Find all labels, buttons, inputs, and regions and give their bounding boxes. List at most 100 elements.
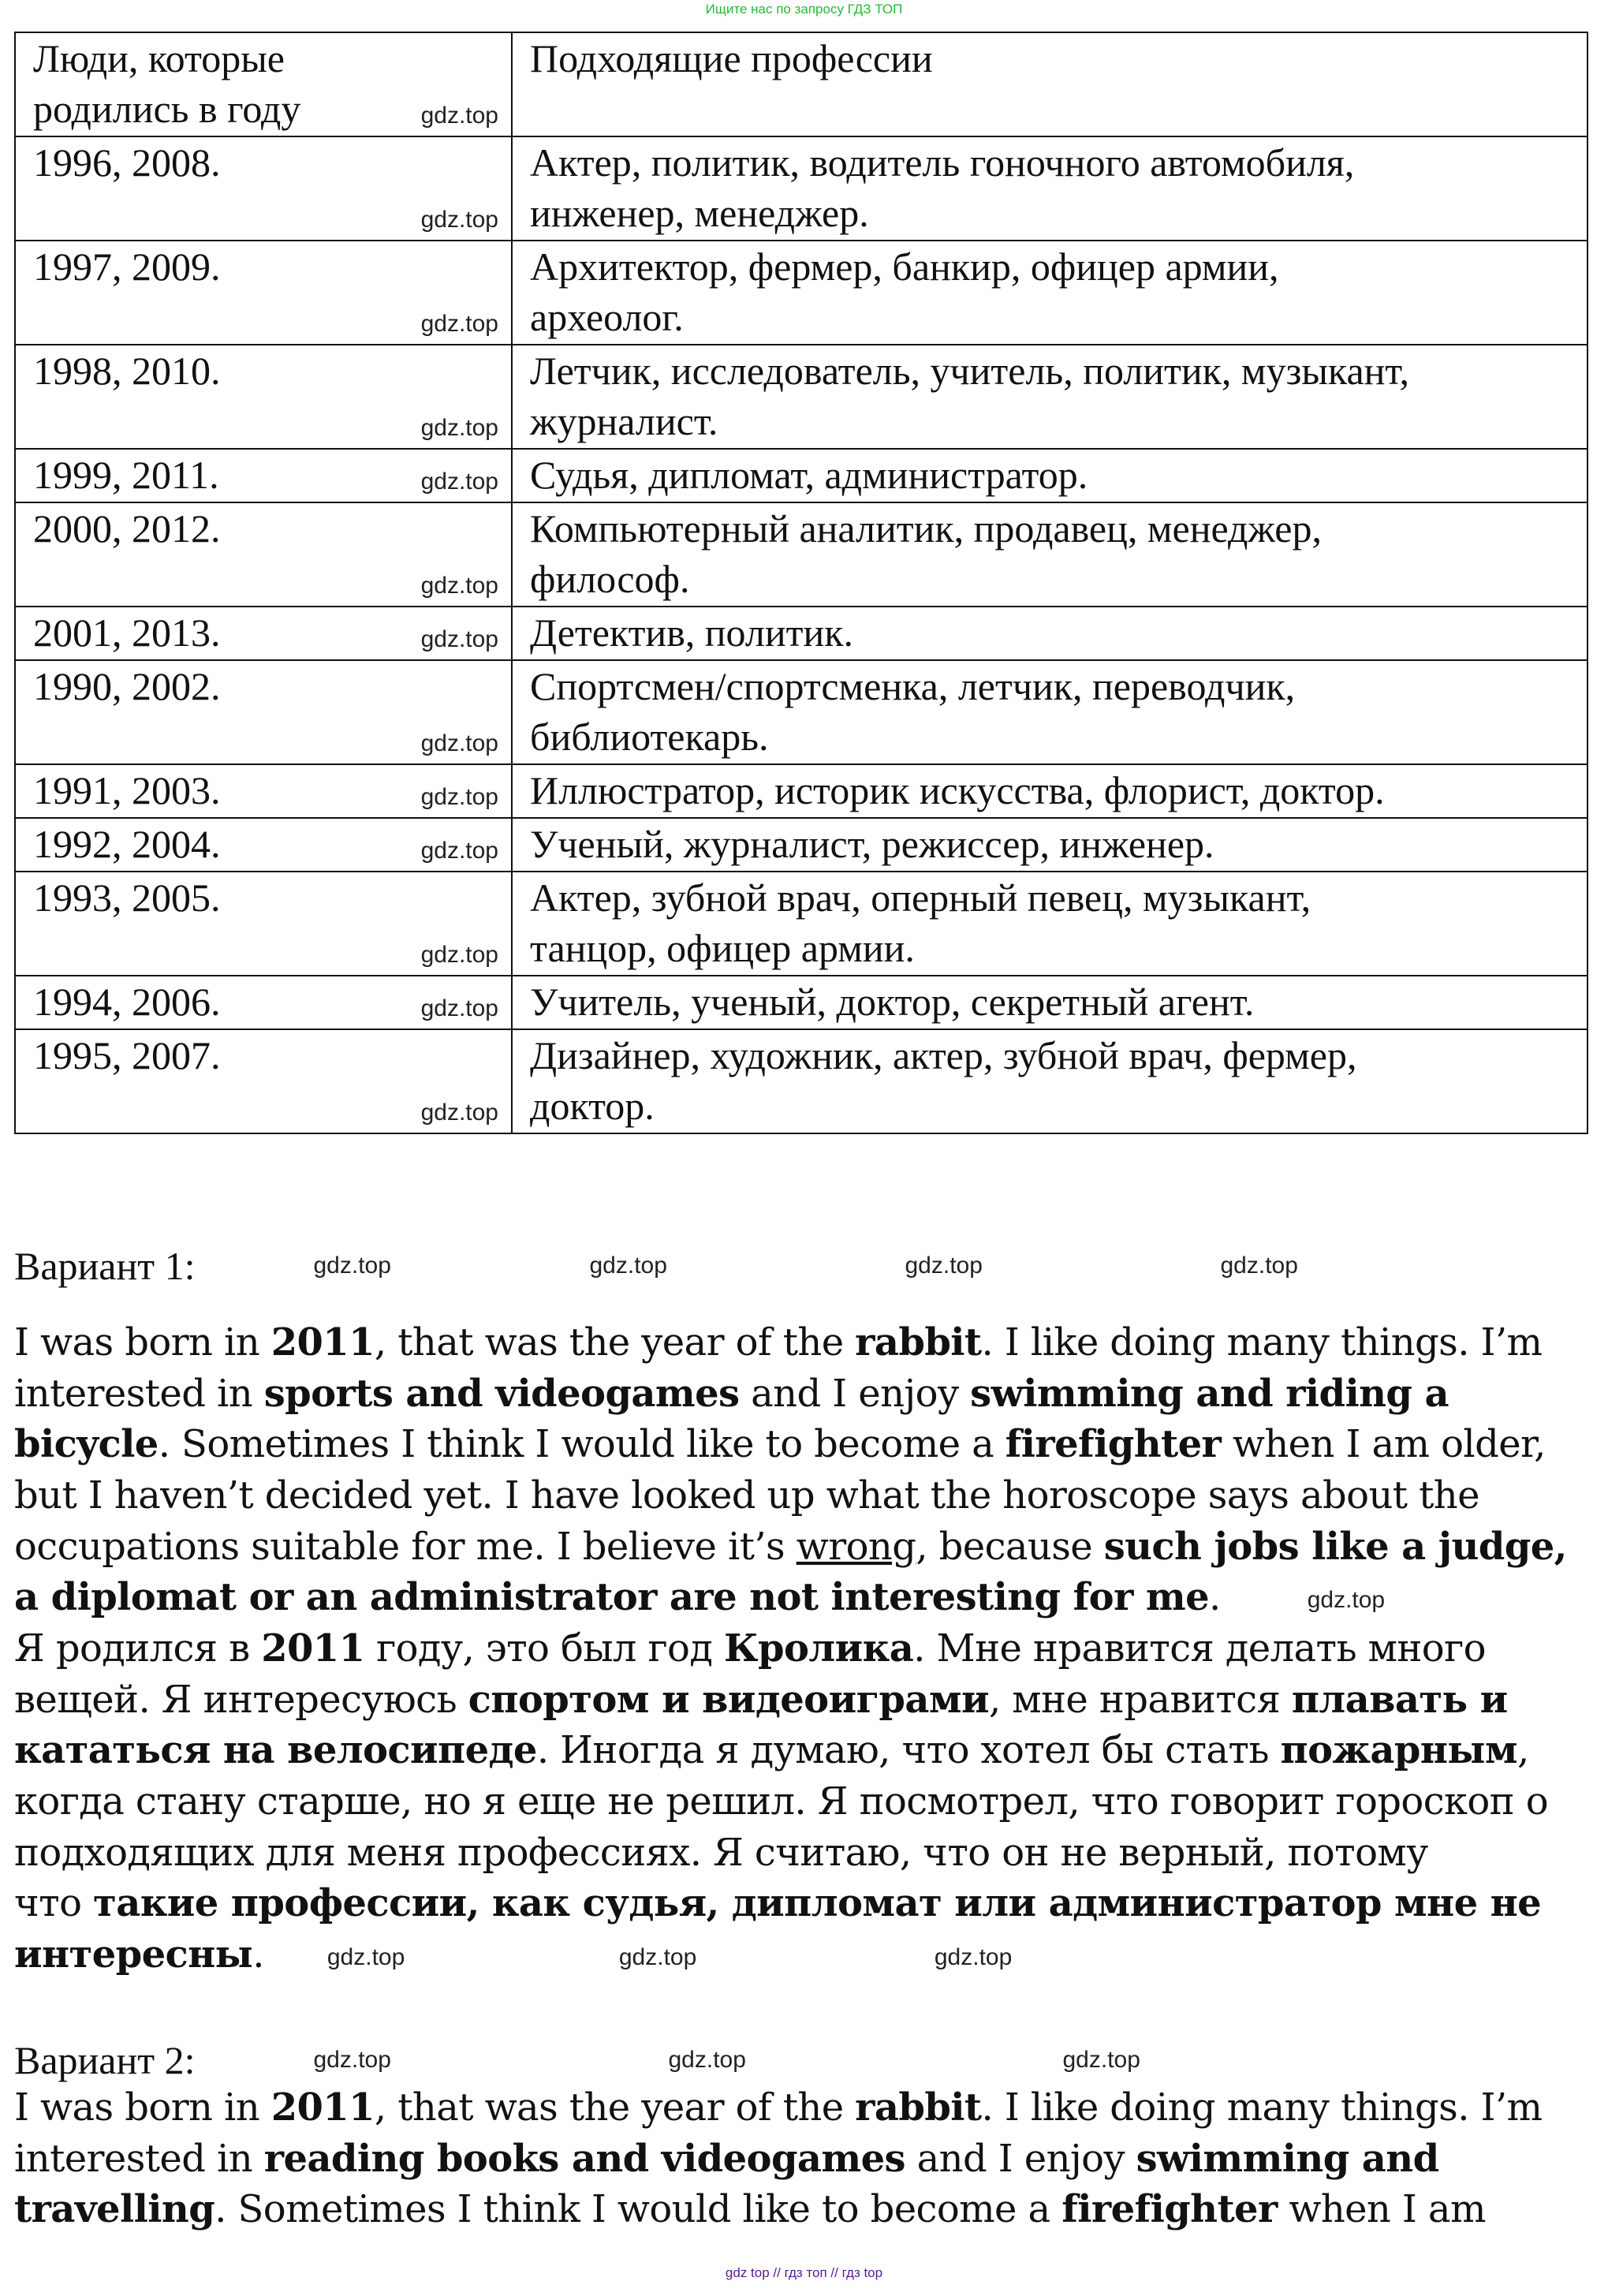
text-segment: Я родился в: [14, 1626, 262, 1671]
professions: Учитель, ученый, доктор, секретный агент…: [530, 980, 1255, 1024]
variant-2-title: Вариант 2:: [14, 2038, 196, 2082]
professions: Детектив, политик.: [530, 610, 854, 655]
professions: Судья, дипломат, администратор.: [530, 453, 1088, 497]
birth-years-cell: 1993, 2005. gdz.top: [14, 871, 513, 976]
gdz-watermark: gdz.top: [420, 469, 498, 495]
text-segment: when I am: [1277, 2187, 1486, 2232]
gdz-watermark: gdz.top: [420, 103, 498, 129]
bold-phrase: спортом и видеоиграми: [468, 1677, 990, 1722]
search-hint-banner: Ищите нас по запросу ГДЗ ТОП: [705, 2, 903, 17]
header-professions-cell: Подходящие профессии: [511, 32, 1588, 137]
professions: Дизайнер, художник, актер, зубной врач, …: [530, 1033, 1357, 1128]
table-row: 1992, 2004. gdz.top Ученый, журналист, реж…: [14, 817, 1588, 872]
text-segment: I was born in: [14, 2085, 271, 2130]
text-line: a diplomat or an administrator are not i…: [14, 1572, 1567, 1623]
bold-phrase: sports and videogames: [263, 1371, 740, 1416]
professions-cell: Учитель, ученый, доктор, секретный агент…: [511, 975, 1588, 1030]
professions: Спортсмен/спортсменка, летчик, переводчи…: [530, 664, 1296, 759]
birth-years-cell: 1999, 2011. gdz.top: [14, 448, 513, 503]
gdz-watermark: gdz.top: [420, 311, 498, 337]
professions-cell: Летчик, исследователь, учитель, политик,…: [511, 344, 1588, 450]
gdz-watermark: gdz.top: [618, 1944, 697, 1971]
gdz-watermark: gdz.top: [420, 415, 498, 441]
professions: Ученый, журналист, режиссер, инженер.: [530, 822, 1214, 866]
gdz-watermark: gdz.top: [905, 1253, 983, 1279]
footer-watermark: gdz top // гдз топ // гдз top: [725, 2265, 883, 2280]
bold-phrase: firefighter: [1061, 2187, 1278, 2232]
text-segment: когда стану старше, но я еще не решил. Я…: [14, 1779, 1549, 1824]
birth-years-cell: 2000, 2012. gdz.top: [14, 502, 513, 607]
gdz-watermark: gdz.top: [420, 730, 498, 756]
professions-cell: Судья, дипломат, администратор.: [511, 448, 1588, 503]
bold-phrase: bicycle: [14, 1422, 159, 1467]
birth-years-cell: 1997, 2009. gdz.top: [14, 240, 513, 345]
bold-phrase: travelling: [14, 2187, 215, 2232]
table-row: 1993, 2005. gdz.top Актер, зубной врач, оп…: [14, 871, 1588, 976]
professions-cell: Спортсмен/спортсменка, летчик, переводчи…: [511, 659, 1588, 765]
gdz-watermark: gdz.top: [1307, 1587, 1386, 1614]
text-segment: . I like doing many things. I’m: [981, 1320, 1543, 1365]
professions: Актер, зубной врач, оперный певец, музык…: [530, 875, 1311, 970]
professions-cell: Дизайнер, художник, актер, зубной врач, …: [511, 1029, 1588, 1134]
birth-years: 1991, 2003.: [33, 768, 221, 812]
bold-phrase: a diplomat or an administrator are not i…: [14, 1575, 1210, 1620]
birth-years-cell: 1996, 2008. gdz.top: [14, 136, 513, 241]
professions-cell: Иллюстратор, историк искусства, флорист,…: [511, 763, 1588, 819]
text-line: вещей. Я интересуюсь спортом и видеоигра…: [14, 1674, 1548, 1726]
text-segment: ,: [1517, 1728, 1529, 1773]
bold-phrase: firefighter: [1005, 1422, 1222, 1467]
text-segment: , мне нравится: [988, 1677, 1292, 1722]
birth-years-cell: 1992, 2004. gdz.top: [14, 817, 513, 872]
text-line: I was born in 2011, that was the year of…: [14, 2082, 1543, 2134]
gdz-watermark: gdz.top: [1220, 1253, 1298, 1279]
text-segment: , because: [916, 1524, 1104, 1569]
gdz-watermark: gdz.top: [420, 942, 498, 968]
text-segment: interested in: [14, 1371, 264, 1416]
table-row: 2000, 2012. gdz.top Компьютерный аналитик,…: [14, 502, 1588, 607]
text-segment: .: [252, 1932, 264, 1977]
text-line: когда стану старше, но я еще не решил. Я…: [14, 1776, 1549, 1827]
birth-years: 1998, 2010.: [33, 349, 221, 393]
text-line: but I haven’t decided yet. I have looked…: [14, 1470, 1567, 1521]
professions-cell: Архитектор, фермер, банкир, офицер армии…: [511, 240, 1588, 345]
bold-phrase: кататься на велосипеде: [14, 1728, 537, 1773]
birth-years: 1993, 2005.: [33, 875, 221, 920]
variant-1-title: Вариант 1:: [14, 1244, 196, 1288]
bold-phrase: 2011: [270, 2085, 375, 2130]
table-row: 1996, 2008. gdz.top Актер, политик, водите…: [14, 136, 1588, 241]
text-segment: and I enjoy: [739, 1371, 971, 1416]
professions: Архитектор, фермер, банкир, офицер армии…: [530, 245, 1279, 339]
table-row: 1995, 2007. gdz.top Дизайнер, художник, ак…: [14, 1029, 1588, 1134]
professions-cell: Актер, политик, водитель гоночного автом…: [511, 136, 1588, 241]
gdz-watermark: gdz.top: [313, 1253, 391, 1279]
gdz-watermark: gdz.top: [420, 784, 498, 810]
text-segment: but I haven’t decided yet. I have looked…: [14, 1473, 1480, 1518]
text-line: подходящих для меня профессиях. Я считаю…: [14, 1827, 1548, 1879]
birth-years-cell: 1998, 2010. gdz.top: [14, 344, 513, 450]
birth-years: 1996, 2008.: [33, 140, 221, 185]
text-segment: году, это был год: [364, 1626, 724, 1671]
text-segment: and I enjoy: [905, 2136, 1136, 2181]
gdz-watermark: gdz.top: [1062, 2047, 1140, 2073]
text-line: travelling. Sometimes I think I would li…: [14, 2184, 1542, 2235]
variant-1-english-text: I was born in 2011, that was the year of…: [14, 1317, 1567, 1623]
table-header-row: Люди, которые родились в году gdz.top Под…: [14, 32, 1588, 137]
gdz-watermark: gdz.top: [420, 207, 498, 233]
gdz-watermark: gdz.top: [934, 1944, 1013, 1971]
gdz-watermark: gdz.top: [326, 1944, 405, 1971]
bold-phrase: такие профессии, как судья, дипломат или…: [93, 1881, 1542, 1926]
text-line: Я родился в 2011 году, это был год Кроли…: [14, 1623, 1548, 1674]
birth-years-cell: 1990, 2002. gdz.top: [14, 659, 513, 765]
table-row: 1990, 2002. gdz.top Спортсмен/спортсменка,…: [14, 659, 1588, 765]
professions-cell: Актер, зубной врач, оперный певец, музык…: [511, 871, 1588, 976]
birth-years: 1992, 2004.: [33, 822, 221, 866]
text-line: interested in sports and videogames and …: [14, 1368, 1567, 1420]
header-birth-years-cell: Люди, которые родились в году gdz.top: [14, 32, 513, 137]
text-segment: I was born in: [14, 1320, 271, 1365]
birth-years: 2000, 2012.: [33, 506, 221, 551]
text-segment: interested in: [14, 2136, 264, 2181]
table-row: 1997, 2009. gdz.top Архитектор, фермер, ба…: [14, 240, 1588, 345]
birth-years: 1990, 2002.: [33, 664, 221, 708]
bold-phrase: интересны: [14, 1932, 253, 1977]
text-segment: occupations suitable for me. I believe i…: [14, 1524, 797, 1569]
